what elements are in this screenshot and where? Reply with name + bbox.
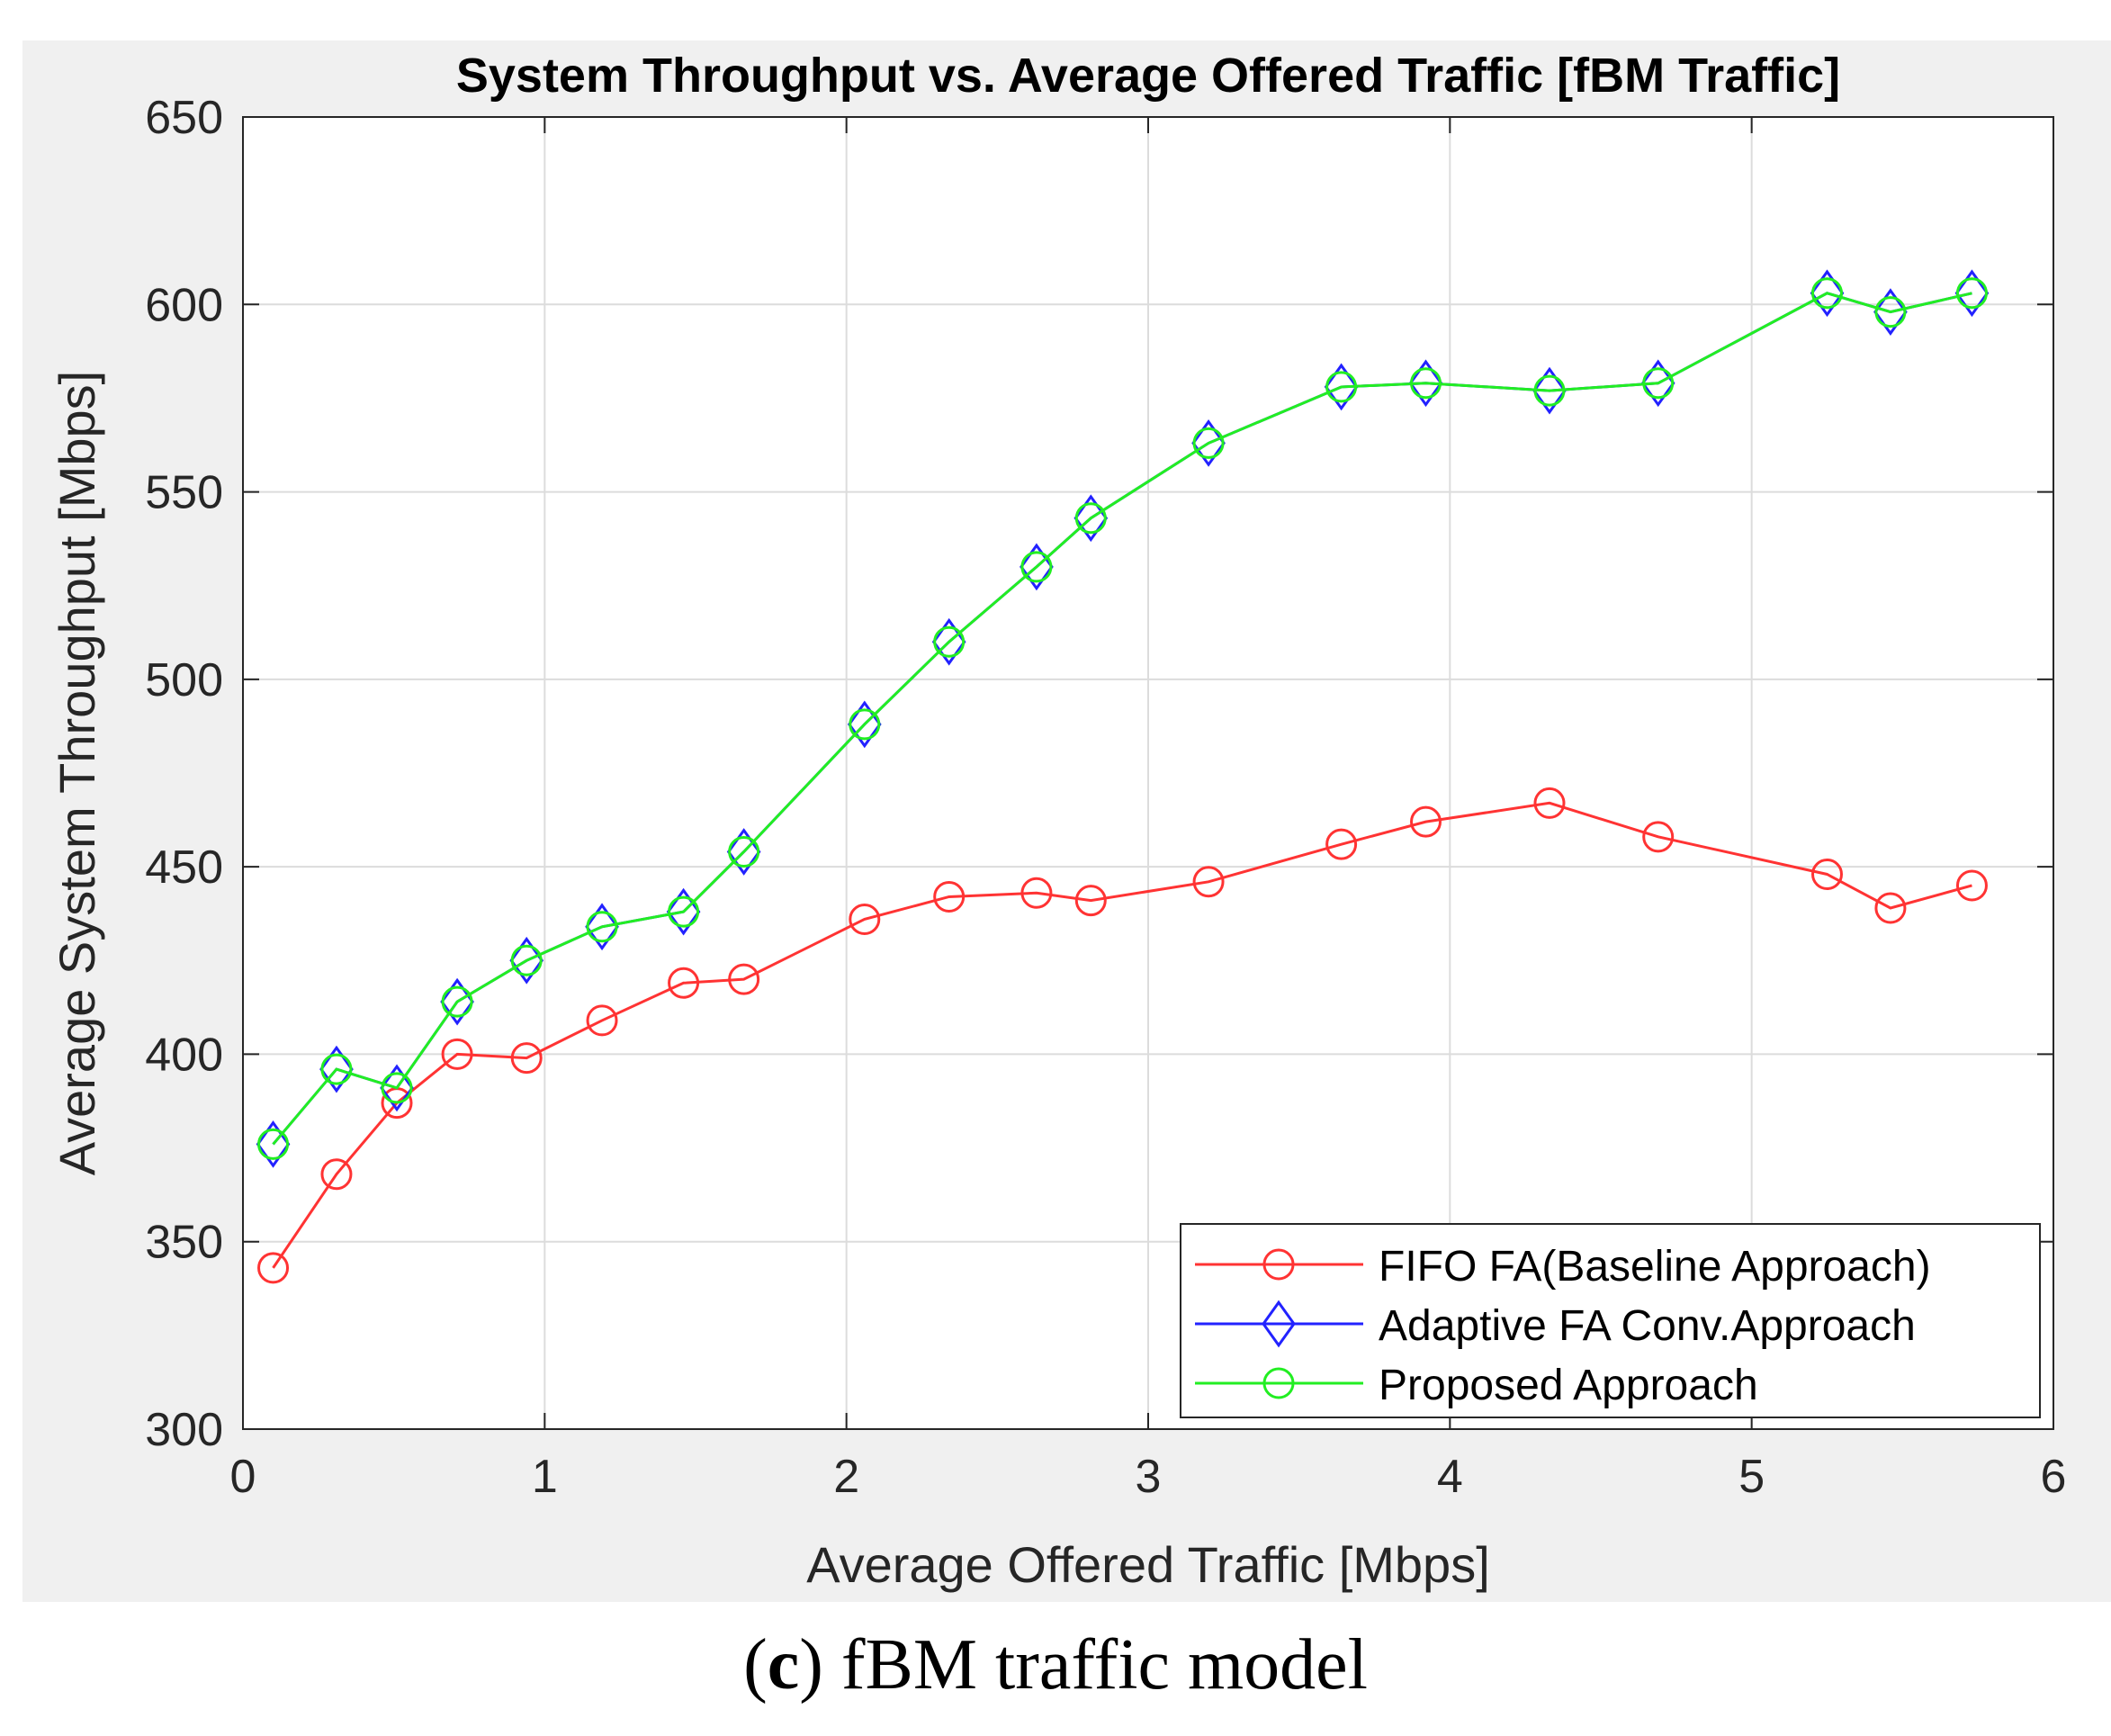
- series-layer: [256, 269, 1990, 1284]
- data-point-proposed-approach: [1410, 367, 1442, 400]
- data-point-adaptive-fa-conv-approach: [509, 936, 544, 985]
- data-point-proposed-approach: [441, 985, 473, 1018]
- data-point-proposed-approach: [1192, 427, 1225, 459]
- caption-letter: c: [767, 1625, 800, 1705]
- series-proposed-approach: [257, 277, 1988, 1160]
- y-tick-label: 500: [145, 654, 223, 706]
- series-line-fifo-fa-baseline-approach: [272, 801, 1972, 1269]
- y-tick-label: 600: [145, 279, 223, 331]
- legend-marker-proposed-approach: [1262, 1367, 1295, 1399]
- data-point-fifo-fa-baseline-approach: [1192, 866, 1225, 898]
- y-tick-label: 300: [145, 1404, 223, 1456]
- y-tick-label: 350: [145, 1217, 223, 1269]
- x-tick-label: 2: [833, 1451, 859, 1503]
- data-point-fifo-fa-baseline-approach: [849, 903, 881, 935]
- data-point-adaptive-fa-conv-approach: [1191, 419, 1226, 467]
- x-tick-label: 1: [532, 1451, 558, 1503]
- y-tick-label: 550: [145, 467, 223, 519]
- data-point-proposed-approach: [586, 911, 618, 943]
- data-point-fifo-fa-baseline-approach: [728, 963, 760, 995]
- data-point-fifo-fa-baseline-approach: [257, 1252, 290, 1284]
- chart-title: System Throughput vs. Average Offered Tr…: [456, 49, 1840, 103]
- data-point-adaptive-fa-conv-approach: [256, 1120, 291, 1168]
- x-tick-label: 5: [1738, 1451, 1765, 1503]
- x-tick-label: 4: [1437, 1451, 1463, 1503]
- caption-open: (: [743, 1625, 768, 1705]
- data-point-adaptive-fa-conv-approach: [1020, 543, 1054, 591]
- data-point-adaptive-fa-conv-approach: [666, 887, 701, 936]
- data-point-adaptive-fa-conv-approach: [380, 1064, 414, 1112]
- data-point-fifo-fa-baseline-approach: [668, 967, 700, 999]
- data-point-proposed-approach: [1642, 367, 1675, 400]
- data-point-proposed-approach: [1074, 502, 1107, 535]
- legend-marker-fifo-fa-baseline-approach: [1262, 1248, 1295, 1281]
- y-tick-label: 450: [145, 841, 223, 894]
- data-point-proposed-approach: [1533, 374, 1566, 407]
- data-point-fifo-fa-baseline-approach: [1325, 828, 1358, 860]
- legend-label-fifo-fa-baseline-approach: FIFO FA(Baseline Approach): [1379, 1243, 1931, 1291]
- data-point-adaptive-fa-conv-approach: [585, 903, 619, 951]
- data-point-fifo-fa-baseline-approach: [1811, 858, 1843, 890]
- data-point-fifo-fa-baseline-approach: [1874, 892, 1907, 924]
- data-point-fifo-fa-baseline-approach: [1955, 869, 1988, 902]
- data-point-fifo-fa-baseline-approach: [1074, 885, 1107, 917]
- data-point-proposed-approach: [320, 1053, 353, 1085]
- series-fifo-fa-baseline-approach: [257, 787, 1988, 1284]
- data-point-adaptive-fa-conv-approach: [1408, 359, 1443, 408]
- data-point-proposed-approach: [933, 625, 966, 658]
- legend-marker-adaptive-fa-conv-approach: [1262, 1300, 1296, 1348]
- figure-caption: (c) fBM traffic model: [0, 1624, 2111, 1706]
- data-point-adaptive-fa-conv-approach: [319, 1045, 354, 1093]
- data-point-proposed-approach: [257, 1128, 290, 1160]
- data-point-proposed-approach: [728, 835, 760, 868]
- legend-label-proposed-approach: Proposed Approach: [1379, 1362, 1758, 1409]
- data-point-proposed-approach: [510, 944, 543, 976]
- data-point-fifo-fa-baseline-approach: [1410, 805, 1442, 838]
- data-point-adaptive-fa-conv-approach: [847, 700, 882, 749]
- x-tick-label: 3: [1136, 1451, 1162, 1503]
- data-point-proposed-approach: [1811, 277, 1843, 310]
- data-point-proposed-approach: [849, 708, 881, 741]
- data-point-fifo-fa-baseline-approach: [1020, 877, 1053, 909]
- data-point-adaptive-fa-conv-approach: [1640, 359, 1675, 408]
- legend: FIFO FA(Baseline Approach) Adaptive FA Co…: [1180, 1223, 2041, 1418]
- y-tick-label: 400: [145, 1029, 223, 1081]
- legend-box: [1180, 1223, 2041, 1418]
- data-point-fifo-fa-baseline-approach: [586, 1004, 618, 1037]
- data-point-fifo-fa-baseline-approach: [441, 1038, 473, 1070]
- data-point-proposed-approach: [1874, 296, 1907, 328]
- data-point-fifo-fa-baseline-approach: [320, 1158, 353, 1191]
- data-point-fifo-fa-baseline-approach: [1533, 787, 1566, 819]
- x-tick-label: 0: [230, 1451, 256, 1503]
- legend-label-adaptive-fa-conv-approach: Adaptive FA Conv.Approach: [1379, 1302, 1916, 1350]
- data-point-proposed-approach: [668, 895, 700, 928]
- data-point-adaptive-fa-conv-approach: [1810, 269, 1845, 318]
- data-point-proposed-approach: [1325, 371, 1358, 403]
- y-axis-label: Average System Throughput [Mbps]: [49, 371, 105, 1175]
- ticks: 0 1 2 3 4 5 6 300 350 400 450 500 550 600 650: [145, 92, 2066, 1503]
- data-point-adaptive-fa-conv-approach: [1532, 366, 1567, 415]
- data-point-proposed-approach: [1020, 551, 1053, 583]
- data-point-proposed-approach: [381, 1072, 413, 1104]
- caption-text: ) fBM traffic model: [799, 1625, 1368, 1705]
- data-point-adaptive-fa-conv-approach: [1324, 363, 1359, 411]
- data-point-fifo-fa-baseline-approach: [510, 1042, 543, 1075]
- data-point-adaptive-fa-conv-approach: [1873, 288, 1908, 336]
- data-point-fifo-fa-baseline-approach: [933, 880, 966, 913]
- data-point-adaptive-fa-conv-approach: [1954, 269, 1990, 318]
- data-point-fifo-fa-baseline-approach: [1642, 821, 1675, 853]
- x-axis-label: Average Offered Traffic [Mbps]: [806, 1536, 1490, 1593]
- grid: [243, 117, 2053, 1429]
- data-point-proposed-approach: [1955, 277, 1988, 310]
- data-point-adaptive-fa-conv-approach: [726, 828, 761, 876]
- x-tick-label: 6: [2041, 1451, 2067, 1503]
- y-tick-label: 650: [145, 92, 223, 144]
